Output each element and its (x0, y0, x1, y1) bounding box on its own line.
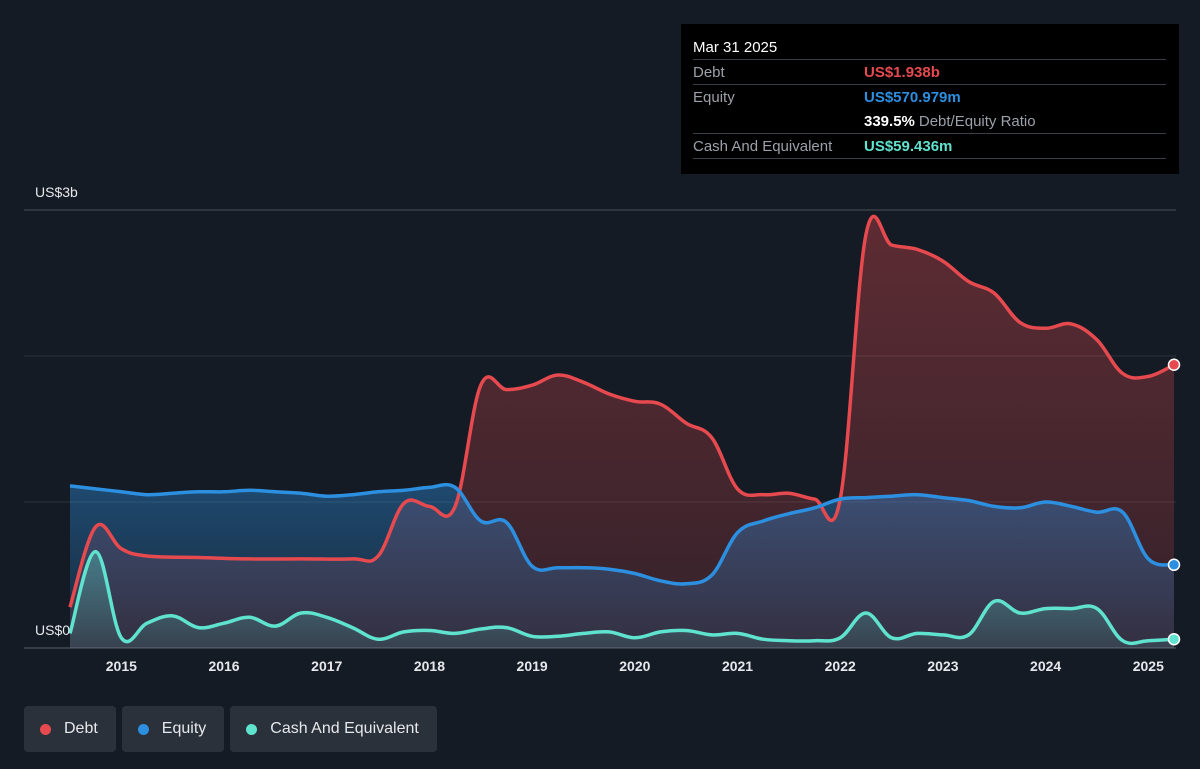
area-fills (70, 216, 1174, 648)
equity-area (70, 484, 1174, 648)
x-tick-label: 2018 (413, 658, 446, 674)
tooltip-ratio-value: 339.5% (864, 112, 915, 130)
tooltip-panel: Mar 31 2025 Debt US$1.938b Equity US$570… (681, 24, 1179, 174)
chart-legend: Debt Equity Cash And Equivalent (24, 706, 437, 752)
x-tick-label: 2021 (721, 658, 754, 674)
tooltip-cash-row: Cash And Equivalent US$59.436m (693, 133, 1166, 159)
cash-dot-icon (246, 723, 258, 735)
tooltip-equity-label: Equity (693, 88, 735, 106)
x-tick-label: 2020 (619, 658, 651, 674)
series-lines (68, 214, 1175, 646)
legend-cash-label: Cash And Equivalent (270, 720, 419, 737)
equity-dot-icon (137, 723, 149, 735)
equity-end-marker[interactable] (1167, 558, 1181, 572)
debt-line (68, 214, 1175, 608)
x-tick-label: 2024 (1030, 658, 1062, 674)
tooltip-debt-label: Debt (693, 63, 725, 81)
legend-debt-label: Debt (64, 720, 98, 737)
x-tick-label: 2015 (105, 658, 137, 674)
cash-line (68, 549, 1175, 646)
debt-end-marker[interactable] (1167, 358, 1181, 372)
tooltip-debt-row: Debt US$1.938b (693, 59, 1166, 84)
x-tick-label: 2017 (311, 658, 343, 674)
tooltip-equity-value: US$570.979m (864, 88, 961, 106)
debt-dot-icon (40, 723, 51, 735)
cash-end-marker[interactable] (1167, 632, 1181, 646)
x-tick-label: 2023 (927, 658, 959, 674)
y-axis-bottom-label: US$0 (35, 622, 71, 638)
x-tick-label: 2022 (824, 658, 856, 674)
tooltip-date: Mar 31 2025 (693, 39, 778, 56)
tooltip-debt-value: US$1.938b (864, 63, 940, 81)
x-tick-label: 2025 (1132, 658, 1164, 674)
y-axis-top-label: US$3b (35, 184, 78, 200)
tooltip-cash-label: Cash And Equivalent (693, 137, 833, 155)
equity-line (69, 482, 1175, 586)
tooltip-cash-value: US$59.436m (864, 137, 953, 155)
tooltip-ratio-row: 339.5% Debt/Equity Ratio (693, 109, 1166, 133)
cash-area (70, 551, 1174, 648)
legend-cash-button[interactable]: Cash And Equivalent (230, 706, 437, 752)
x-tick-label: 2016 (208, 658, 240, 674)
legend-equity-button[interactable]: Equity (121, 706, 225, 752)
legend-debt-button[interactable]: Debt (24, 706, 116, 752)
x-tick-label: 2019 (516, 658, 548, 674)
end-markers (1167, 358, 1181, 646)
tooltip-equity-row: Equity US$570.979m (693, 84, 1166, 109)
legend-equity-label: Equity (161, 720, 207, 737)
tooltip-ratio-label: Debt/Equity Ratio (918, 112, 1036, 130)
